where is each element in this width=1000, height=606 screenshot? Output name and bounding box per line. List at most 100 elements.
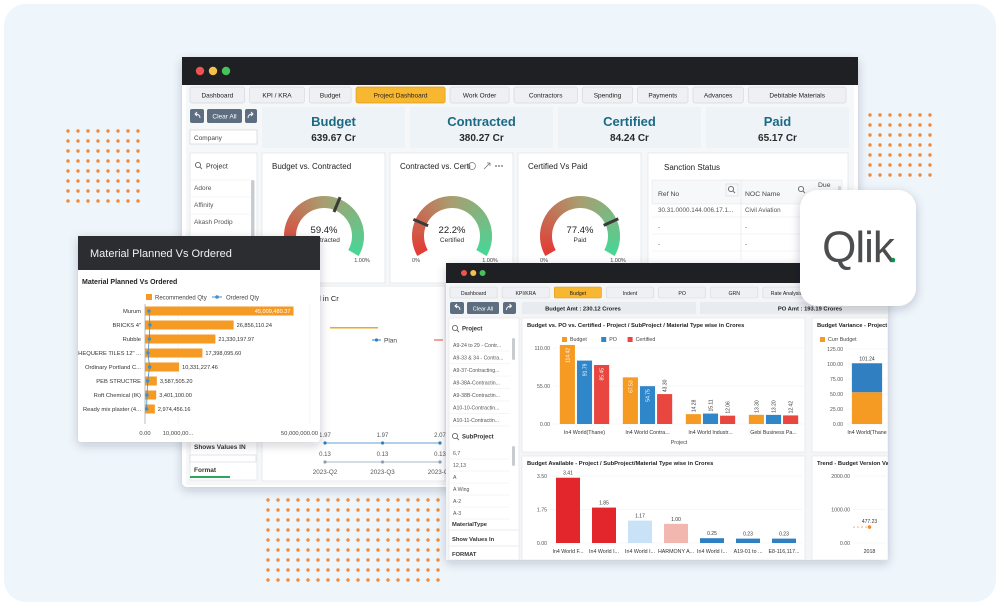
- gauge-value: 59.4%: [311, 225, 338, 236]
- tab[interactable]: [710, 286, 759, 299]
- filter-item[interactable]: A9-38B-Contractin...: [453, 393, 500, 399]
- tab[interactable]: [249, 86, 305, 104]
- expand-icon[interactable]: [483, 162, 491, 170]
- filter-item[interactable]: Akash Prodip: [194, 219, 233, 226]
- bar: [622, 377, 638, 424]
- filter-item[interactable]: A-3: [453, 511, 461, 517]
- tab-label[interactable]: Debitable Materials: [769, 93, 825, 100]
- filter-item[interactable]: 6,7: [453, 451, 460, 457]
- tab-label[interactable]: Dashboard: [201, 93, 233, 100]
- scrollbar: [251, 180, 255, 238]
- legend-label: PO: [609, 337, 617, 343]
- decor-dot: [386, 518, 390, 522]
- column-header: Due: [818, 182, 831, 189]
- search-icon: [732, 190, 736, 194]
- tab[interactable]: [747, 86, 847, 104]
- decor-dot: [116, 149, 120, 153]
- gauge-title: Certified Vs Paid: [528, 162, 588, 171]
- filter-item[interactable]: A9-37-Contracting...: [453, 368, 499, 374]
- tab-label[interactable]: Indent: [623, 291, 638, 297]
- decor-dot: [356, 528, 360, 532]
- x-tick-label: 0.00: [139, 431, 150, 437]
- tab[interactable]: [449, 86, 510, 104]
- decor-dot: [326, 548, 330, 552]
- tab-label[interactable]: KPI/KRA: [515, 291, 536, 297]
- filter-item[interactable]: A9-24 to 29 - Contr...: [453, 343, 501, 349]
- filter-item[interactable]: A Wing: [453, 487, 470, 493]
- tab-label[interactable]: Budget: [570, 291, 587, 297]
- column-search[interactable]: [725, 183, 739, 197]
- window-dot[interactable]: [461, 270, 467, 276]
- tab[interactable]: [658, 286, 707, 299]
- data-label: 0.13: [434, 452, 446, 458]
- tab[interactable]: [513, 86, 578, 104]
- window-dot[interactable]: [195, 66, 205, 76]
- window-dot[interactable]: [208, 66, 218, 76]
- tab-label[interactable]: Project Dashboard: [374, 93, 428, 100]
- tab[interactable]: [692, 86, 744, 104]
- decor-dot: [868, 133, 872, 137]
- window-title: Material Planned Vs Ordered: [90, 248, 232, 260]
- filter-item[interactable]: A-2: [453, 499, 461, 505]
- tab-label[interactable]: Rate Analysis: [771, 291, 803, 297]
- filter-item[interactable]: A10-10-Contractin...: [453, 406, 499, 412]
- filter-item[interactable]: A9-38A-Contractin...: [453, 381, 500, 387]
- legend-swatch: [601, 337, 607, 342]
- tab[interactable]: [606, 286, 654, 299]
- tab[interactable]: [501, 286, 550, 299]
- more-icon[interactable]: [495, 165, 497, 167]
- tab-label[interactable]: Budget: [320, 93, 341, 100]
- tab[interactable]: [355, 86, 446, 104]
- decor-dot: [928, 113, 932, 117]
- decor-dot: [266, 538, 270, 542]
- chart-title: Budget Variance - Project / S...: [817, 323, 901, 329]
- tab-label[interactable]: Spending: [594, 93, 622, 100]
- chart-panel: Budget Available - Project / SubProject/…: [521, 455, 806, 560]
- tab-label[interactable]: KPI / KRA: [262, 93, 292, 100]
- company-select[interactable]: [189, 129, 258, 145]
- filter-item[interactable]: Affinity: [194, 202, 214, 209]
- tab-label[interactable]: Dashboard: [461, 291, 486, 297]
- tab[interactable]: [637, 86, 689, 104]
- tab-label[interactable]: Work Order: [463, 93, 497, 100]
- filter-item[interactable]: 12,13: [453, 463, 466, 469]
- decor-dot: [316, 508, 320, 512]
- gauge-caption: Contracted: [308, 237, 340, 244]
- decor-dot: [426, 508, 430, 512]
- tab-label[interactable]: Contractors: [529, 93, 563, 100]
- clear-all-button[interactable]: [467, 302, 499, 314]
- filter-item[interactable]: A9-33 & 34 - Contra...: [453, 356, 503, 362]
- decor-dot: [126, 159, 130, 163]
- decor-dot: [406, 518, 410, 522]
- y-tick-label: Ready mix plaster (4...: [83, 407, 141, 413]
- line-point: [145, 393, 149, 397]
- clear-all-button[interactable]: [207, 109, 242, 123]
- tab[interactable]: [581, 86, 634, 104]
- window-dot[interactable]: [221, 66, 231, 76]
- filter-item[interactable]: A10-11-Contractin...: [453, 418, 499, 424]
- more-icon[interactable]: [498, 165, 500, 167]
- tab-label[interactable]: Advances: [704, 93, 733, 100]
- tab-label[interactable]: GRN: [729, 291, 741, 297]
- decor-dot: [386, 578, 390, 582]
- decor-dot: [336, 568, 340, 572]
- clear-all-label[interactable]: Clear All: [212, 114, 237, 121]
- tab[interactable]: [308, 86, 352, 104]
- decor-dot: [76, 169, 80, 173]
- tab[interactable]: [553, 286, 602, 299]
- gauge-min: 0%: [412, 258, 420, 264]
- filter-item[interactable]: Adore: [194, 185, 212, 192]
- tab[interactable]: [449, 286, 498, 299]
- clear-all-label[interactable]: Clear All: [473, 307, 493, 313]
- window-dot[interactable]: [470, 270, 477, 276]
- decor-dot: [126, 139, 130, 143]
- decor-dot: [928, 163, 932, 167]
- filter-item[interactable]: A: [453, 475, 457, 481]
- kpi-label: Certified: [603, 114, 656, 129]
- info-icon[interactable]: [468, 162, 476, 170]
- window-dot[interactable]: [479, 270, 486, 276]
- tab[interactable]: [189, 86, 246, 104]
- more-icon[interactable]: [501, 165, 503, 167]
- tab-label[interactable]: PO: [678, 291, 686, 297]
- tab-label[interactable]: Payments: [648, 93, 678, 100]
